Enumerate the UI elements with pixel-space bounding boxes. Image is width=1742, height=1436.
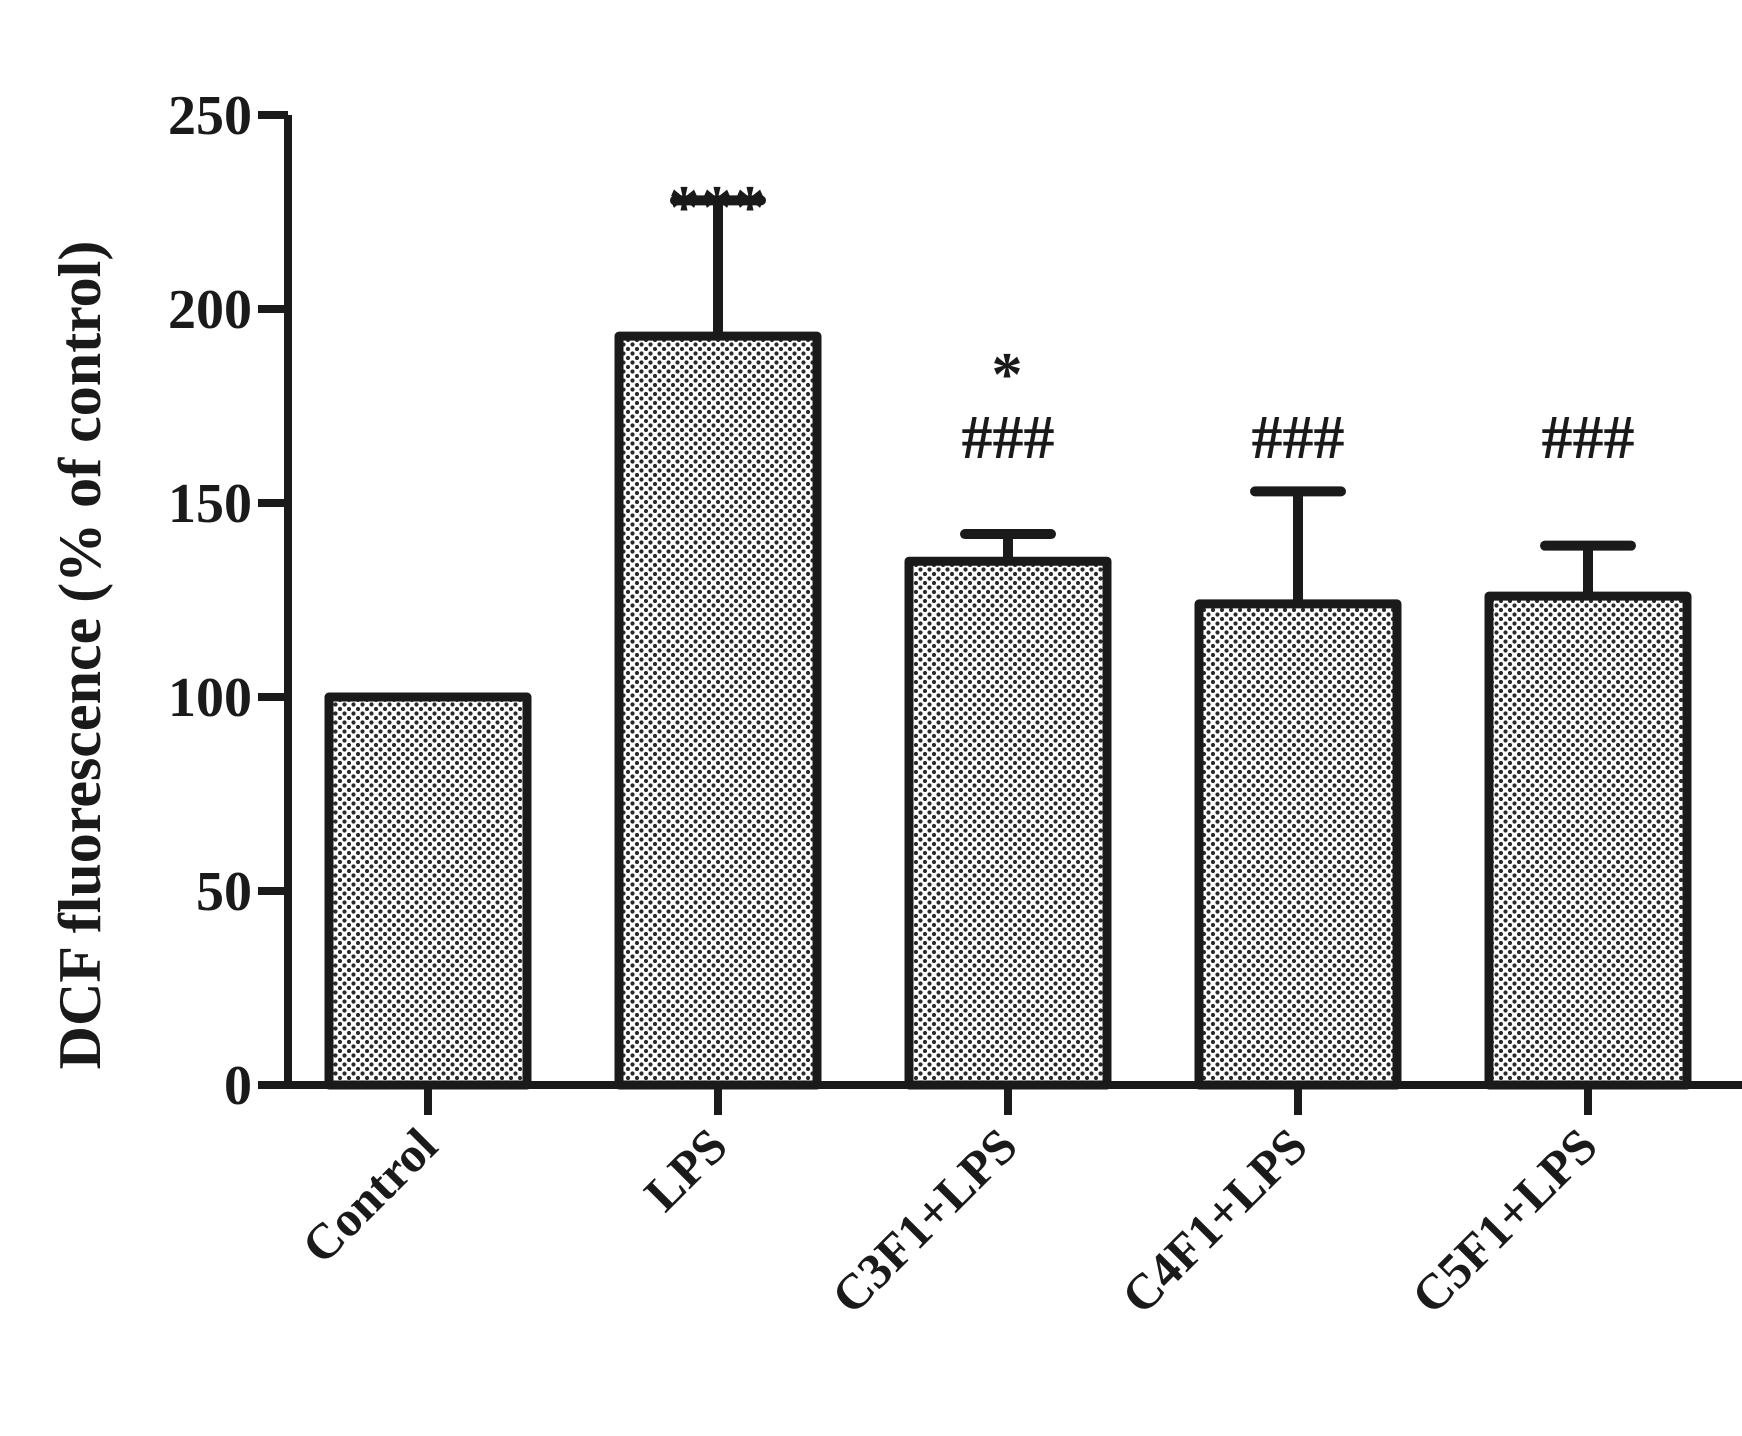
significance-label: *** [669,174,768,242]
bar [324,692,532,1090]
category-label: Control [291,1117,448,1274]
y-tick-label: 200 [168,279,252,341]
significance-label: ### [1252,404,1345,472]
y-tick-label: 250 [168,85,252,147]
category-label: C5F1+LPS [1401,1117,1608,1324]
category-label: C4F1+LPS [1111,1117,1318,1324]
significance-label: * [992,341,1025,409]
bar [614,331,822,1090]
y-tick-label: 150 [168,473,252,535]
category-label: C3F1+LPS [821,1117,1028,1324]
y-axis-label: DCF fluorescence (% of control) [47,241,113,1070]
significance-label: ### [1542,404,1635,472]
plot-area: 0 50 100 150 200 250 Control LPS C3F1+LPS C4F1+LP… [168,85,1742,1324]
y-tick-label: 100 [168,667,252,729]
bar [1484,591,1692,1090]
bar [904,556,1112,1090]
significance-label: ### [962,404,1055,472]
y-tick-label: 50 [196,861,252,923]
category-label: LPS [633,1117,737,1221]
y-tick-label: 0 [224,1055,252,1117]
bar [1194,599,1402,1090]
